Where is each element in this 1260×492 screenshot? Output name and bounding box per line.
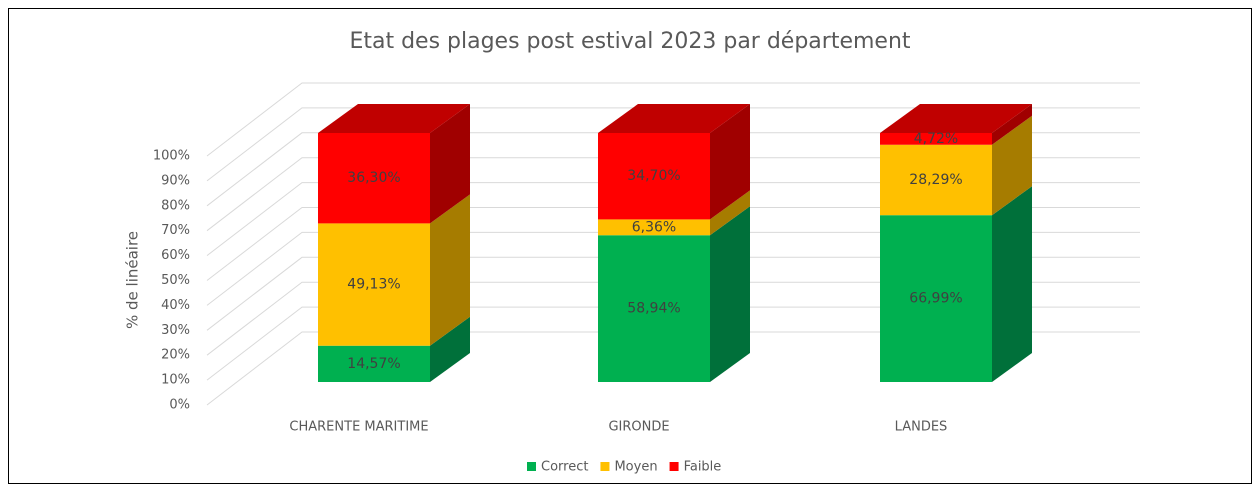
bar-top — [880, 104, 1032, 133]
data-label: 14,57% — [347, 356, 400, 372]
grid-line — [206, 207, 1140, 281]
bar-top — [318, 104, 470, 133]
legend-swatch — [600, 462, 610, 471]
grid-line — [206, 256, 1140, 331]
grid-line — [206, 306, 1140, 381]
grid-line — [206, 157, 1140, 232]
grid-line — [206, 182, 1140, 256]
y-tick-label: 0% — [169, 398, 190, 413]
grid-line — [206, 231, 1140, 306]
x-tick-label: GIRONDE — [608, 420, 669, 435]
bar-segment — [880, 133, 992, 145]
bar-segment — [598, 219, 710, 236]
data-label: 49,13% — [347, 277, 400, 293]
y-tick-label: 30% — [161, 323, 190, 338]
y-tick-label: 90% — [161, 173, 190, 188]
legend-label: Moyen — [614, 460, 657, 475]
data-label: 58,94% — [627, 301, 680, 317]
bar-side — [710, 104, 750, 220]
data-label: 4,72% — [914, 131, 958, 147]
bar-segment — [318, 223, 430, 346]
bar-segment — [880, 215, 992, 382]
bar-side — [430, 104, 470, 224]
x-tick-label: LANDES — [895, 420, 948, 435]
y-tick-label: 70% — [161, 223, 190, 238]
data-label: 28,29% — [909, 172, 962, 188]
data-label: 34,70% — [627, 168, 680, 184]
y-tick-label: 60% — [161, 248, 190, 263]
data-label: 6,36% — [632, 219, 676, 235]
data-label: 66,99% — [909, 291, 962, 307]
bar-side — [710, 190, 750, 236]
bar-side — [430, 194, 470, 346]
chart-title: Etat des plages post estival 2023 par dé… — [349, 29, 910, 54]
bar-segment — [318, 133, 430, 224]
legend-label: Correct — [541, 460, 588, 475]
legend-swatch — [669, 462, 679, 471]
grid-line — [206, 82, 1140, 157]
legend-swatch — [527, 462, 536, 471]
bar-segment — [880, 144, 992, 216]
grid-line — [206, 331, 1140, 406]
bar-side — [710, 206, 750, 382]
y-tick-label: 10% — [161, 373, 190, 388]
bar-side — [992, 186, 1032, 382]
y-tick-label: 40% — [161, 298, 190, 313]
bar-side — [992, 115, 1032, 216]
grid-line — [206, 132, 1140, 207]
x-tick-label: CHARENTE MARITIME — [289, 420, 428, 435]
bar-segment — [598, 235, 710, 382]
y-axis-label: % de linéaire — [124, 231, 142, 329]
grid-line — [206, 107, 1140, 182]
data-label: 36,30% — [347, 170, 400, 186]
y-tick-label: 80% — [161, 198, 190, 213]
bar-side — [992, 104, 1032, 145]
bar-segment — [598, 133, 710, 220]
y-tick-label: 100% — [153, 149, 190, 164]
bar-side — [430, 316, 470, 382]
bar-top — [598, 104, 750, 133]
y-tick-label: 50% — [161, 273, 190, 288]
y-tick-label: 20% — [161, 348, 190, 363]
legend-label: Faible — [684, 460, 722, 475]
bar-segment — [318, 345, 430, 382]
grid-line — [206, 281, 1140, 356]
